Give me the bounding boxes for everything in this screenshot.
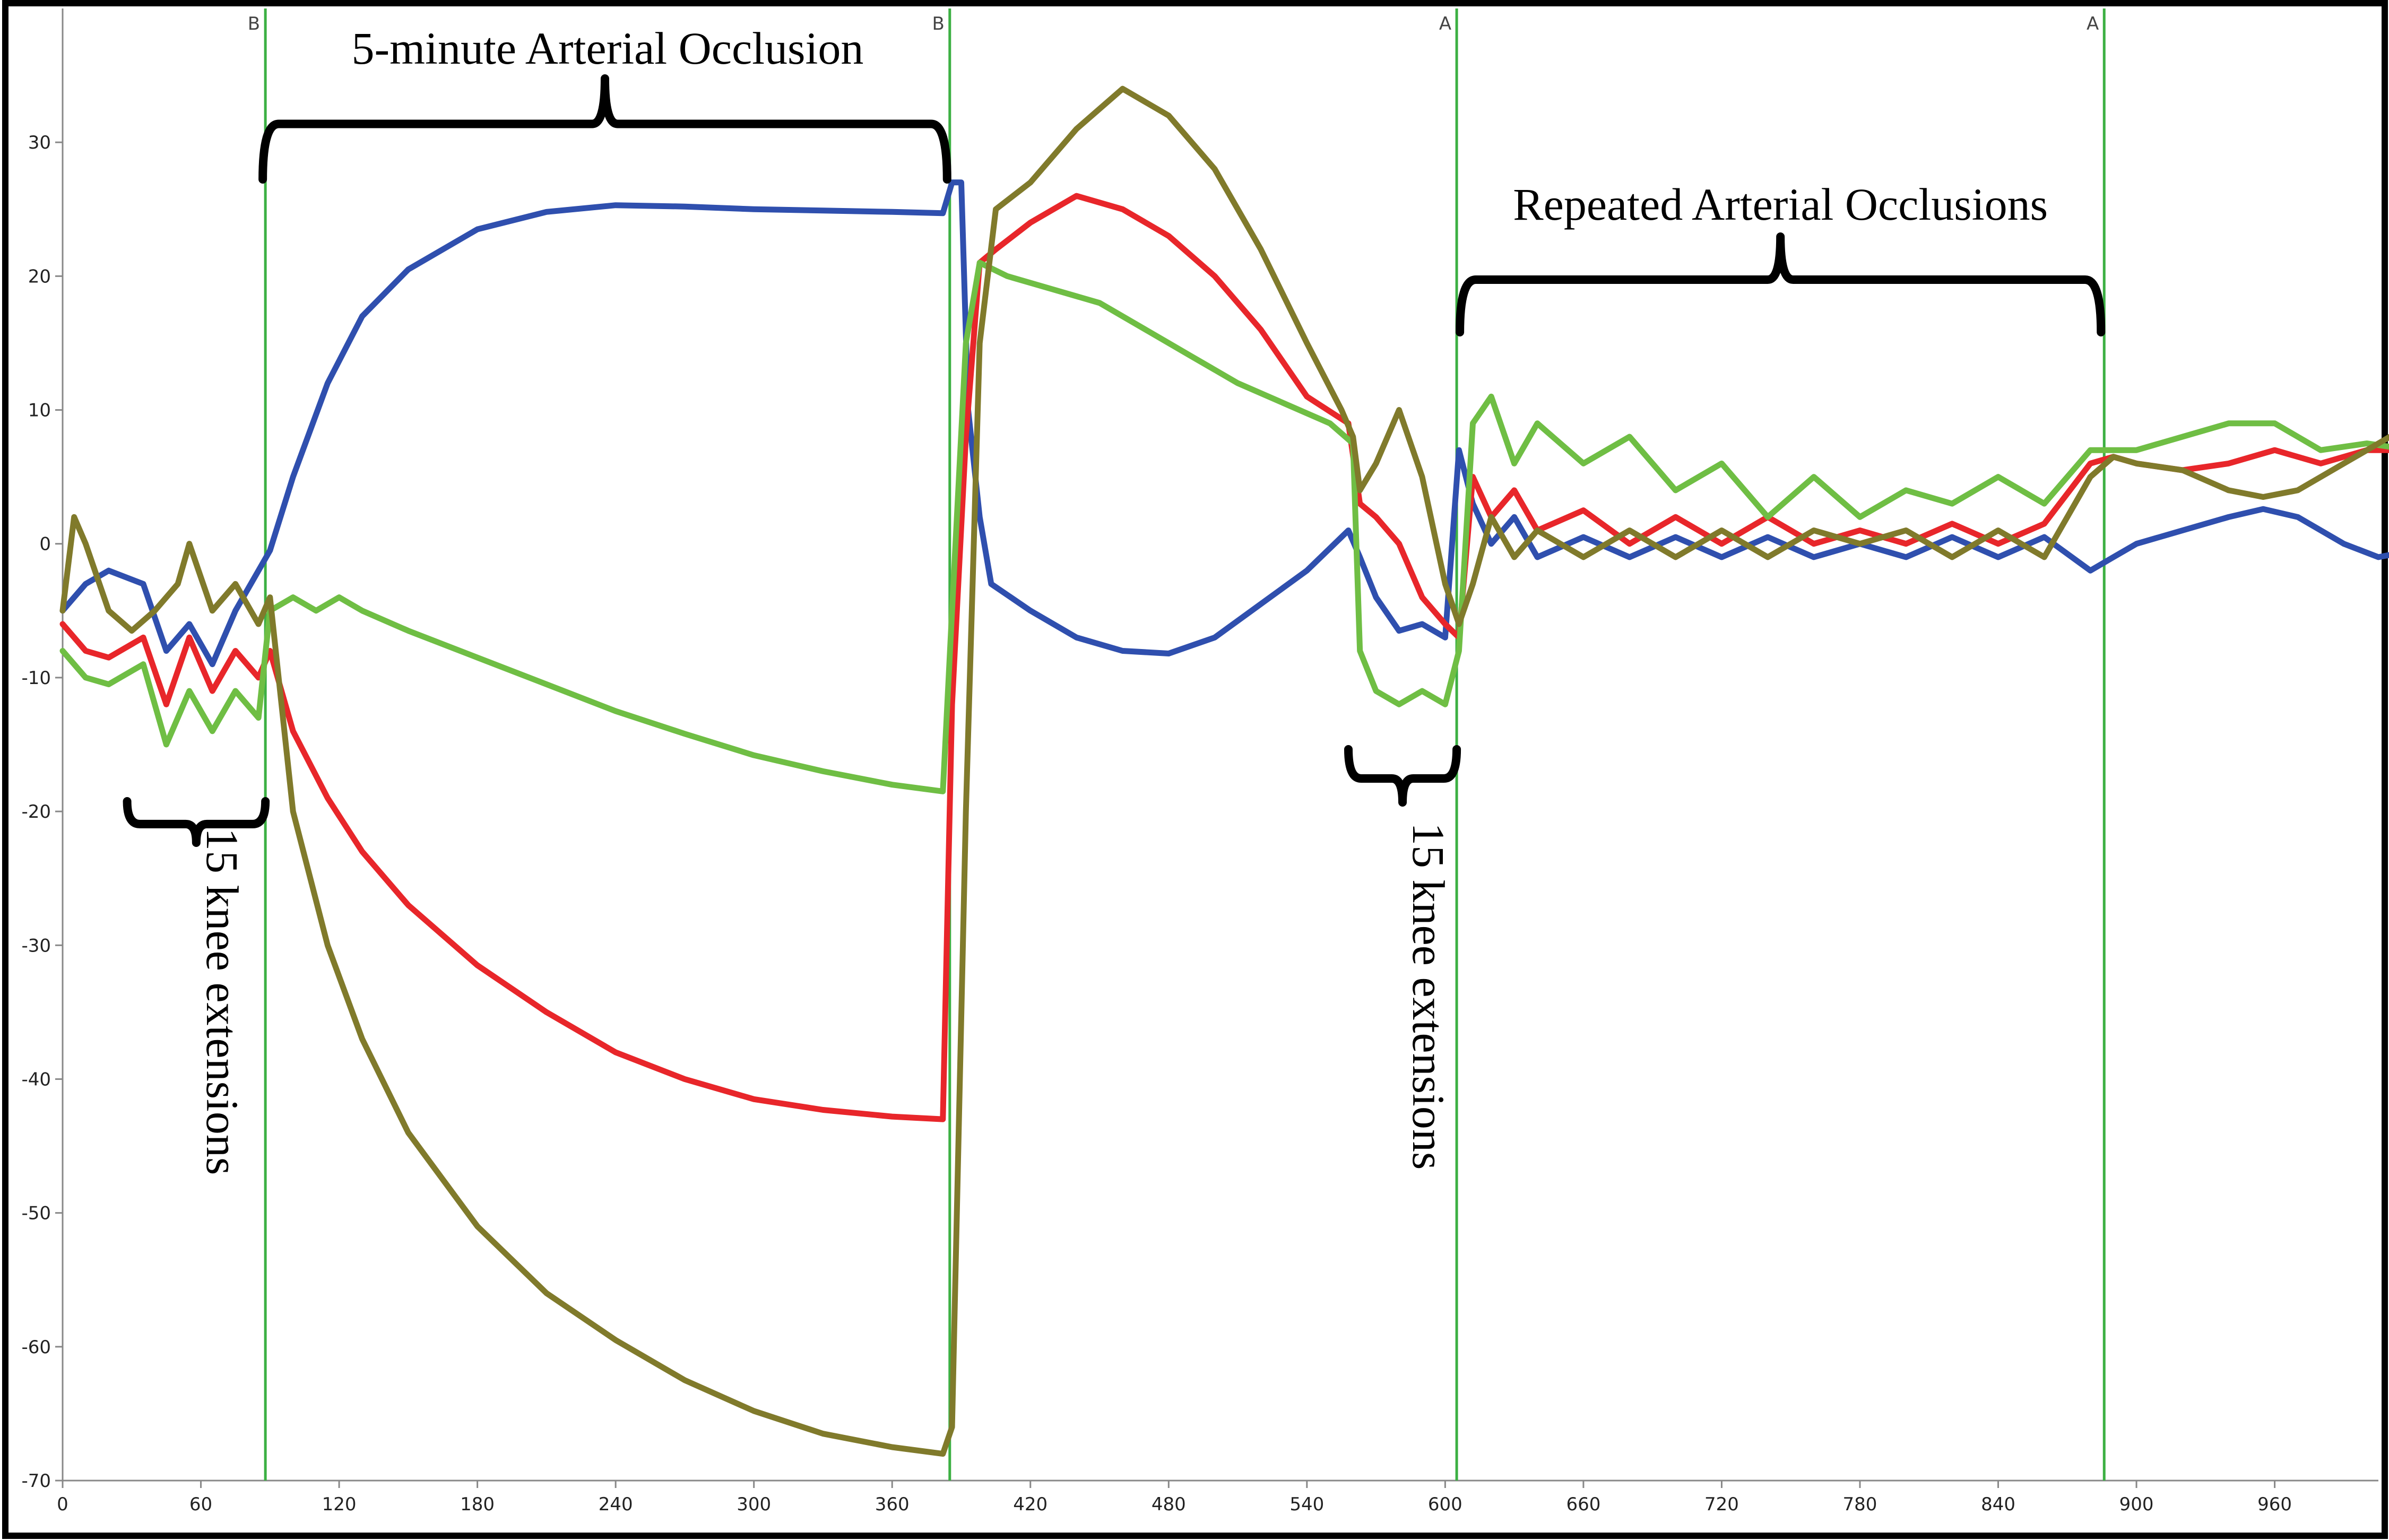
annotations: 5-minute Arterial Occlusion Repeated Art…: [123, 23, 2106, 1175]
y-tick-label: 0: [39, 534, 51, 555]
x-tick-label: 660: [1566, 1494, 1600, 1515]
x-tick-label: 60: [189, 1494, 212, 1515]
x-tick-label: 840: [1981, 1494, 2015, 1515]
x-tick-label: 960: [2257, 1494, 2292, 1515]
x-tick-label: 420: [1013, 1494, 1048, 1515]
repeated-occlusions-bracket: [1456, 232, 2106, 336]
y-tick-label: -60: [21, 1337, 51, 1358]
series-line-0: [59, 179, 2389, 668]
y-tick-label: 20: [28, 266, 51, 287]
y-tick-label: -20: [21, 801, 51, 823]
event-marker-label: A: [2087, 13, 2099, 34]
y-tick-label: -70: [21, 1470, 51, 1492]
knee-extensions-annotation-2: 15 knee extensions: [1403, 823, 1454, 1170]
series-line-3: [59, 85, 2389, 1457]
event-marker-label: A: [1439, 13, 1451, 34]
x-tick-label: 180: [460, 1494, 495, 1515]
x-tick-label: 600: [1428, 1494, 1462, 1515]
x-tick-label: 0: [57, 1494, 68, 1515]
series-layer: [59, 85, 2389, 1457]
occlusion-annotation: 5-minute Arterial Occlusion: [352, 23, 864, 74]
x-tick-label: 720: [1704, 1494, 1739, 1515]
x-tick-label: 900: [2119, 1494, 2154, 1515]
series-line-1: [59, 193, 2389, 1122]
x-tick-label: 360: [875, 1494, 910, 1515]
y-tick-label: -30: [21, 935, 51, 956]
occlusion-bracket: [258, 74, 951, 184]
x-tick-label: 540: [1289, 1494, 1324, 1515]
y-tick-label: -40: [21, 1069, 51, 1090]
repeated-occlusions-annotation: Repeated Arterial Occlusions: [1513, 179, 2048, 230]
x-tick-label: 780: [1843, 1494, 1877, 1515]
y-tick-label: -10: [21, 668, 51, 689]
y-tick-label: -50: [21, 1203, 51, 1224]
x-tick-label: 240: [599, 1494, 633, 1515]
knee-extensions-bracket-2: [1344, 745, 1461, 807]
x-tick-label: 300: [737, 1494, 771, 1515]
x-tick-label: 120: [322, 1494, 357, 1515]
knee-extensions-annotation-1: 15 knee extensions: [197, 828, 248, 1175]
x-tick-label: 480: [1152, 1494, 1186, 1515]
event-marker-label: B: [248, 13, 260, 34]
y-tick-label: 10: [28, 400, 51, 421]
y-tick-label: 30: [28, 132, 51, 153]
event-marker-label: B: [932, 13, 944, 34]
axes-layer: 30 20 10 0 -10 -20 -30 -40 -50 -60 -70 0 60 120 180 240…: [21, 8, 2378, 1515]
knee-extensions-bracket-1: [123, 797, 270, 847]
series-line-2: [59, 259, 2389, 794]
